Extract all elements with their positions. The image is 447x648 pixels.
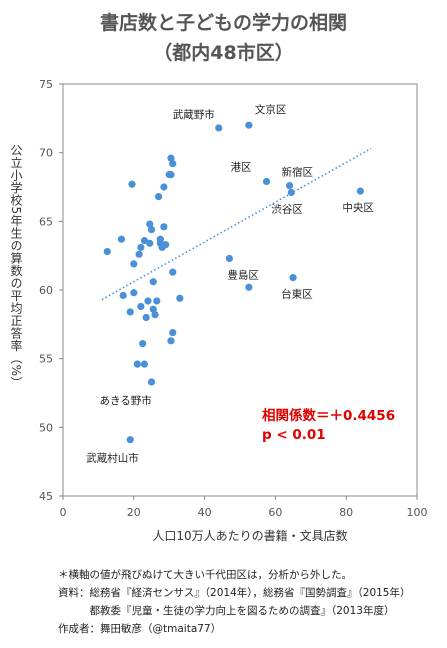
data-point — [103, 247, 111, 256]
y-tick-label: 55 — [39, 353, 53, 366]
data-point — [130, 289, 138, 297]
data-point — [160, 223, 168, 231]
point-label: 台東区 — [281, 288, 313, 301]
y-tick-label: 75 — [39, 78, 53, 91]
trendline — [101, 147, 372, 301]
data-point — [169, 268, 177, 276]
data-point — [167, 171, 175, 179]
point-label: 武蔵野市 — [173, 108, 215, 121]
p-value: p < 0.01 — [262, 427, 326, 443]
y-tick-label: 70 — [39, 147, 53, 160]
data-point — [119, 291, 127, 300]
data-point — [153, 297, 161, 305]
point-label: 渋谷区 — [271, 202, 303, 215]
correlation-annotation: 相関係数＝＋0.4456 p < 0.01 — [262, 404, 395, 443]
data-point — [176, 294, 184, 302]
data-point — [126, 436, 134, 444]
data-point — [117, 235, 126, 243]
data-point — [245, 283, 253, 291]
point-label: 新宿区 — [282, 166, 314, 179]
data-point — [154, 193, 163, 201]
data-point — [140, 360, 149, 368]
data-point — [147, 225, 156, 234]
x-tick-label: 60 — [268, 506, 282, 519]
data-point — [167, 337, 175, 345]
data-point — [169, 328, 177, 337]
data-point — [149, 305, 157, 313]
x-tick-label: 80 — [339, 506, 353, 519]
data-point — [142, 313, 150, 322]
scatter-chart: 0 20 40 60 80 100 45 50 55 60 65 70 75 人口10万人あたりの書籍・文… — [9, 78, 428, 543]
x-tick-label: 0 — [60, 506, 67, 519]
point-label: 豊島区 — [227, 268, 259, 281]
x-tick-label: 40 — [198, 506, 212, 519]
point-label: 中央区 — [342, 201, 374, 214]
data-point — [128, 180, 136, 188]
data-point — [149, 278, 157, 286]
data-point — [245, 121, 253, 129]
data-point — [130, 260, 138, 268]
data-point — [356, 187, 364, 195]
data-point — [146, 220, 154, 228]
y-tick-label: 65 — [39, 215, 53, 228]
chart-title: 書店数と子どもの学力の相関 — [99, 12, 347, 34]
chart-subtitle: （都内48市区） — [153, 42, 294, 64]
y-tick-label: 45 — [39, 490, 53, 503]
note-line: 都教委『児童・生徒の学力向上を図るための調査』（2013年度） — [58, 605, 395, 617]
data-point — [262, 177, 271, 186]
data-point — [160, 183, 168, 191]
y-tick-label: 50 — [39, 421, 53, 434]
y-tick-label: 60 — [39, 284, 53, 297]
point-label: 港区 — [231, 162, 252, 174]
point-label: 武蔵村山市 — [86, 452, 139, 465]
x-tick-label: 20 — [127, 506, 141, 519]
x-axis-label: 人口10万人あたりの書籍・文具店数 — [152, 528, 347, 543]
data-point — [169, 160, 177, 168]
note-line: ＊横軸の値が飛びぬけて大きい千代田区は，分析から外した。 — [58, 569, 352, 581]
data-point — [140, 236, 149, 245]
point-label: あきる野市 — [100, 394, 152, 407]
data-point — [126, 308, 134, 316]
data-point — [289, 274, 297, 282]
data-point — [162, 241, 170, 249]
footnotes: ＊横軸の値が飛びぬけて大きい千代田区は，分析から外した。 資料：総務省『経済セン… — [58, 566, 410, 638]
data-point — [167, 154, 175, 162]
note-line: 作成者：舞田敏彦（@tmaita77） — [58, 623, 222, 635]
y-axis-label: 公立小学校5年生の算数の平均正答率（%） — [9, 144, 23, 389]
data-point — [133, 360, 141, 368]
data-point — [135, 250, 143, 258]
data-point — [137, 302, 145, 311]
data-point — [287, 188, 295, 197]
data-point — [215, 124, 223, 132]
data-point — [147, 378, 156, 386]
data-point — [144, 297, 152, 305]
data-point — [137, 243, 145, 252]
correlation-value: 相関係数＝＋0.4456 — [262, 408, 396, 424]
x-tick-label: 100 — [407, 506, 428, 519]
note-line: 資料：総務省『経済センサス』（2014年），総務省『国勢調査』（2015年） — [58, 587, 411, 599]
data-point — [146, 239, 154, 247]
point-label: 文京区 — [255, 103, 287, 116]
data-point — [225, 254, 233, 263]
data-point — [151, 311, 159, 319]
data-point — [139, 339, 147, 348]
data-point — [285, 182, 294, 190]
